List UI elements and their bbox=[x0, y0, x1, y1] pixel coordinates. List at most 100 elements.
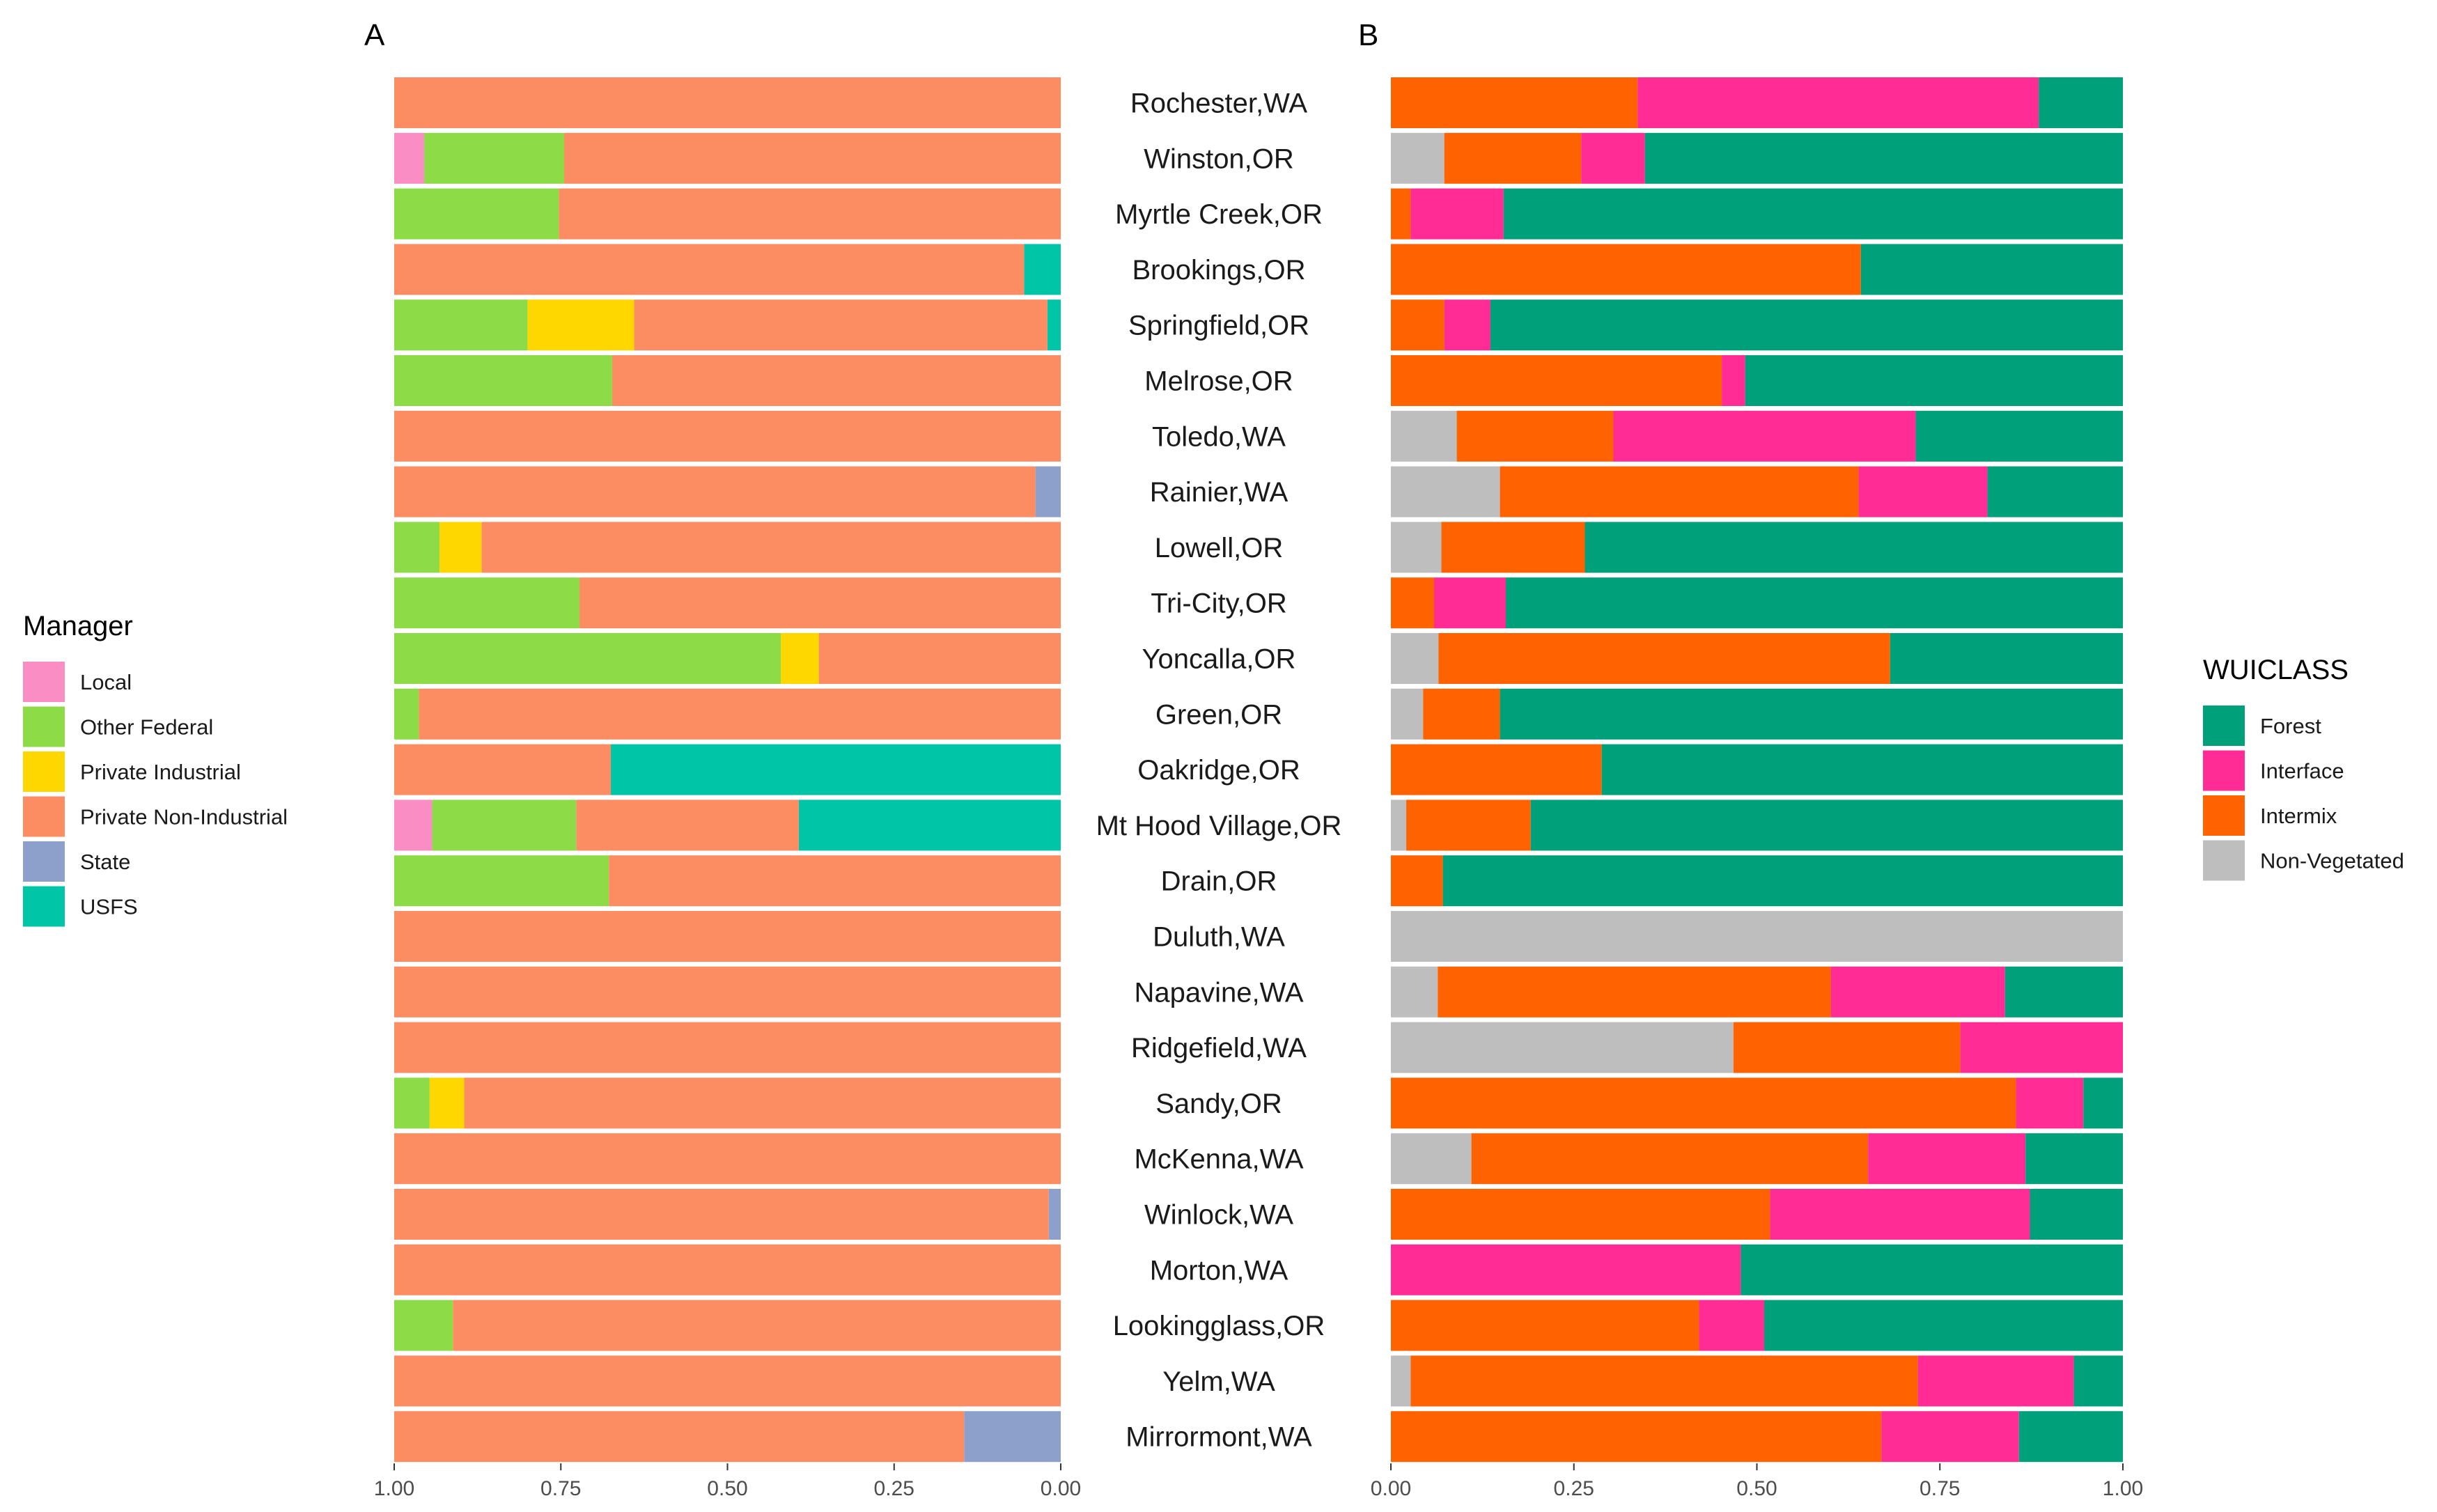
bar-b-mt-hood-village-or-intermix bbox=[1406, 800, 1531, 851]
bar-a-winlock-wa-state bbox=[1048, 1189, 1061, 1240]
bar-a-green-or-private-non-industrial bbox=[419, 688, 1061, 740]
legend-b-label-interface: Interface bbox=[2260, 759, 2344, 784]
bar-b-rochester-wa-intermix bbox=[1391, 77, 1638, 128]
bar-b-mckenna-wa-forest bbox=[2025, 1133, 2123, 1185]
bar-b-toledo-wa-intermix bbox=[1456, 410, 1614, 462]
bar-b-winston-or-interface bbox=[1581, 132, 1645, 184]
axis-b-tick-label: 0.50 bbox=[1736, 1477, 1777, 1500]
bar-a-lookingglass-or-private-non-industrial bbox=[453, 1300, 1061, 1351]
bar-a-springfield-or-usfs bbox=[1047, 299, 1061, 351]
bar-b-sandy-or-forest bbox=[2083, 1077, 2123, 1129]
bar-b-drain-or-intermix bbox=[1391, 855, 1443, 907]
legend-a-label-state: State bbox=[80, 850, 130, 874]
bar-a-napavine-wa-private-non-industrial bbox=[394, 966, 1061, 1018]
axis-b-tick-label: 0.00 bbox=[1371, 1477, 1411, 1500]
legend-b-key-forest bbox=[2203, 706, 2245, 746]
bar-b-winston-or-intermix bbox=[1444, 132, 1582, 184]
bar-b-rainier-wa-forest bbox=[1987, 466, 2123, 517]
bar-b-springfield-or-forest bbox=[1490, 299, 2123, 351]
town-label: Ridgefield,WA bbox=[1131, 1033, 1307, 1063]
bar-a-duluth-wa-private-non-industrial bbox=[394, 911, 1061, 962]
town-label: Myrtle Creek,OR bbox=[1115, 199, 1323, 230]
legend-a-label-local: Local bbox=[80, 670, 132, 694]
legend-b-key-interface bbox=[2203, 750, 2245, 791]
axis-b-tick-label: 0.25 bbox=[1554, 1477, 1594, 1500]
legend-a-key-private-industrial bbox=[23, 751, 65, 792]
town-label: Yoncalla,OR bbox=[1142, 644, 1296, 675]
bar-b-brookings-or-forest bbox=[1860, 244, 2123, 295]
bar-b-lowell-or-forest bbox=[1585, 522, 2123, 573]
axis-a-tick-label: 0.25 bbox=[874, 1477, 914, 1500]
bar-b-green-or-non-vegetated bbox=[1391, 688, 1424, 740]
axis-a-tick-label: 1.00 bbox=[374, 1477, 414, 1500]
town-label: Mirrormont,WA bbox=[1126, 1422, 1312, 1453]
panel-b-x-axis: 0.00 0.25 0.50 0.75 1.00 bbox=[1371, 1463, 2143, 1500]
bar-b-yelm-wa-non-vegetated bbox=[1391, 1355, 1411, 1407]
bar-b-rainier-wa-non-vegetated bbox=[1391, 466, 1500, 517]
bar-b-toledo-wa-interface bbox=[1613, 410, 1916, 462]
bar-a-lowell-or-private-industrial bbox=[439, 522, 482, 573]
bar-a-mt-hood-village-or-private-non-industrial bbox=[576, 800, 799, 851]
legend-b-title: WUICLASS bbox=[2203, 655, 2349, 685]
panel-b-bars bbox=[1391, 77, 2123, 1463]
bar-b-winston-or-forest bbox=[1644, 132, 2123, 184]
bar-a-yoncalla-or-private-industrial bbox=[781, 633, 819, 684]
bar-a-drain-or-private-non-industrial bbox=[609, 855, 1061, 907]
bar-a-toledo-wa-private-non-industrial bbox=[394, 410, 1061, 462]
bar-b-brookings-or-intermix bbox=[1391, 244, 1861, 295]
bar-a-sandy-or-private-industrial bbox=[429, 1077, 465, 1129]
panel-a-x-axis: 1.00 0.75 0.50 0.25 0.00 bbox=[374, 1463, 1081, 1500]
bar-b-tri-city-or-intermix bbox=[1391, 577, 1435, 629]
bar-a-sandy-or-other-federal bbox=[394, 1077, 430, 1129]
town-label: Rochester,WA bbox=[1130, 88, 1307, 119]
bar-a-springfield-or-private-non-industrial bbox=[634, 299, 1048, 351]
bar-b-lowell-or-non-vegetated bbox=[1391, 522, 1442, 573]
bar-b-lowell-or-intermix bbox=[1441, 522, 1585, 573]
bar-b-lookingglass-or-intermix bbox=[1391, 1300, 1699, 1351]
bar-b-oakridge-or-forest bbox=[1601, 744, 2123, 795]
bar-b-winlock-wa-interface bbox=[1770, 1189, 2030, 1240]
bar-b-toledo-wa-non-vegetated bbox=[1391, 410, 1457, 462]
bar-b-napavine-wa-non-vegetated bbox=[1391, 966, 1438, 1018]
bar-a-mckenna-wa-private-non-industrial bbox=[394, 1133, 1061, 1185]
town-label: Lowell,OR bbox=[1155, 533, 1284, 563]
legend-a-title: Manager bbox=[23, 611, 133, 641]
town-label: Tri-City,OR bbox=[1151, 589, 1287, 619]
bar-a-rainier-wa-private-non-industrial bbox=[394, 466, 1036, 517]
bar-a-melrose-or-private-non-industrial bbox=[612, 355, 1061, 406]
bar-b-oakridge-or-intermix bbox=[1391, 744, 1602, 795]
bar-a-myrtle-creek-or-other-federal bbox=[394, 188, 559, 240]
axis-a-tick-label: 0.50 bbox=[707, 1477, 747, 1500]
bar-b-myrtle-creek-or-interface bbox=[1410, 188, 1504, 240]
legend-a-label-usfs: USFS bbox=[80, 895, 138, 919]
bar-a-lowell-or-other-federal bbox=[394, 522, 440, 573]
bar-b-melrose-or-interface bbox=[1722, 355, 1745, 406]
bar-a-green-or-other-federal bbox=[394, 688, 419, 740]
town-label: Brookings,OR bbox=[1132, 255, 1306, 286]
axis-b-tick-label: 0.75 bbox=[1920, 1477, 1960, 1500]
bar-b-mt-hood-village-or-forest bbox=[1530, 800, 2123, 851]
town-label: Drain,OR bbox=[1161, 866, 1277, 897]
bar-b-yoncalla-or-forest bbox=[1890, 633, 2123, 684]
town-label: Green,OR bbox=[1155, 699, 1282, 730]
legend-b-label-non-vegetated: Non-Vegetated bbox=[2260, 849, 2404, 873]
town-label: Morton,WA bbox=[1150, 1255, 1288, 1286]
bar-b-mirrormont-wa-intermix bbox=[1391, 1411, 1882, 1463]
bar-b-ridgefield-wa-intermix bbox=[1733, 1022, 1961, 1073]
bar-a-brookings-or-private-non-industrial bbox=[394, 244, 1025, 295]
town-label: Yelm,WA bbox=[1162, 1366, 1275, 1397]
town-labels: Rochester,WA Winston,OR Myrtle Creek,OR Bro… bbox=[1096, 88, 1342, 1453]
bar-a-myrtle-creek-or-private-non-industrial bbox=[559, 188, 1061, 240]
bar-b-sandy-or-intermix bbox=[1391, 1077, 2016, 1129]
legend-a-label-private-non-industrial: Private Non-Industrial bbox=[80, 805, 288, 829]
bar-a-mt-hood-village-or-other-federal bbox=[432, 800, 577, 851]
bar-a-yelm-wa-private-non-industrial bbox=[394, 1355, 1061, 1407]
bar-a-rainier-wa-state bbox=[1035, 466, 1061, 517]
town-label: Winlock,WA bbox=[1144, 1200, 1293, 1231]
legend-a-key-private-non-industrial bbox=[23, 796, 65, 837]
bar-b-springfield-or-intermix bbox=[1391, 299, 1445, 351]
bar-b-winlock-wa-intermix bbox=[1391, 1189, 1770, 1240]
bar-b-ridgefield-wa-non-vegetated bbox=[1391, 1022, 1734, 1073]
bar-b-myrtle-creek-or-intermix bbox=[1391, 188, 1411, 240]
bar-b-mckenna-wa-intermix bbox=[1471, 1133, 1869, 1185]
